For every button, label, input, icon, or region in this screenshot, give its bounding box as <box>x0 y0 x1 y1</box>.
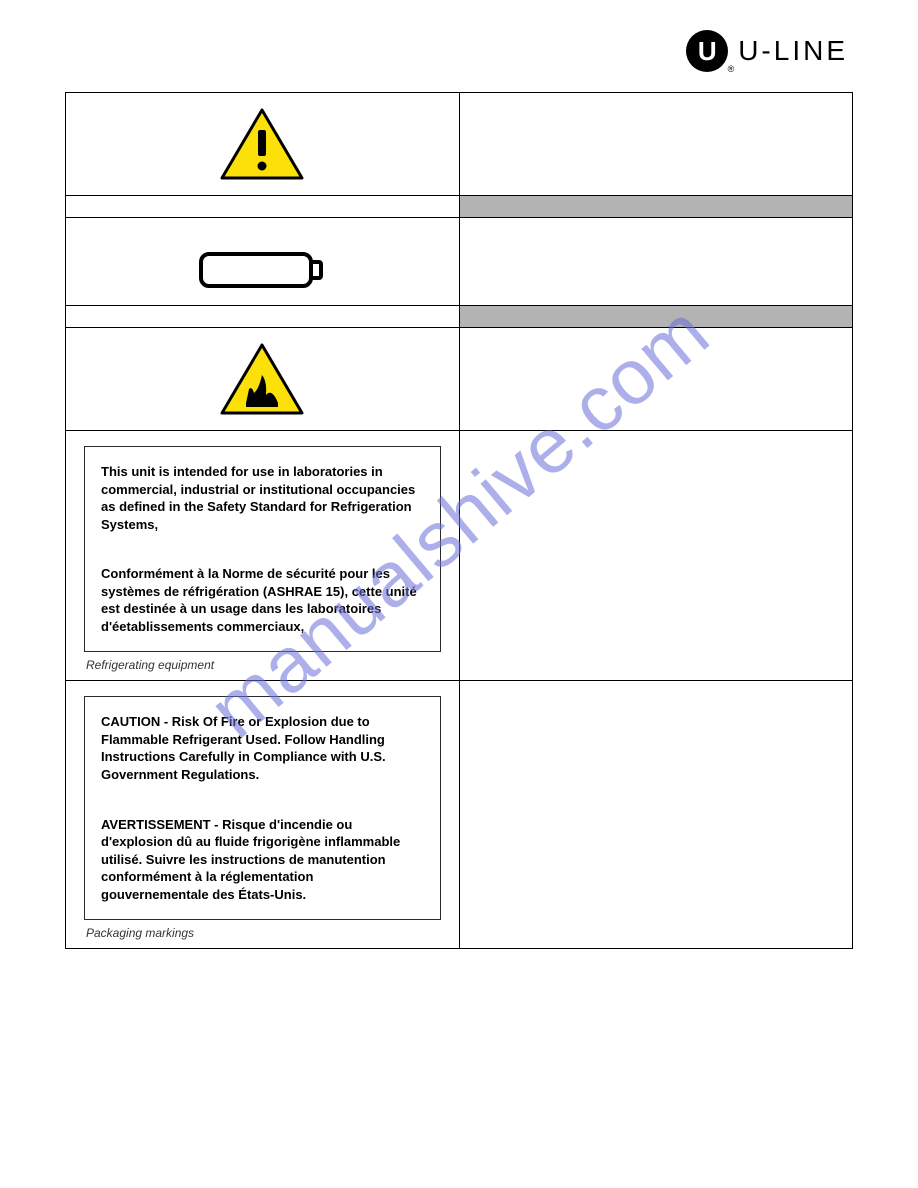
page-header: U U-LINE <box>65 30 853 72</box>
refrigerating-right-cell <box>459 431 853 681</box>
packaging-right-cell <box>459 681 853 949</box>
symbols-table: This unit is intended for use in laborat… <box>65 92 853 949</box>
brand-logo: U U-LINE <box>686 30 848 72</box>
refrigerating-row: This unit is intended for use in laborat… <box>66 431 853 681</box>
refrig-caption: Refrigerating equipment <box>86 658 441 672</box>
battery-icon <box>197 248 327 297</box>
refrig-text-fr: Conformément à la Norme de sécurité pour… <box>101 565 424 635</box>
battery-icon-cell <box>66 218 460 306</box>
warning-icon-cell <box>66 93 460 196</box>
fire-desc-cell <box>459 328 853 431</box>
warning-desc-cell <box>459 93 853 196</box>
refrig-text-en: This unit is intended for use in laborat… <box>101 463 424 533</box>
packaging-text-fr: AVERTISSEMENT - Risque d'incendie ou d'e… <box>101 816 424 904</box>
packaging-row: CAUTION - Risk Of Fire or Explosion due … <box>66 681 853 949</box>
separator-row-1 <box>66 196 853 218</box>
refrigerating-equipment-box: This unit is intended for use in laborat… <box>84 446 441 652</box>
packaging-markings-box: CAUTION - Risk Of Fire or Explosion due … <box>84 696 441 920</box>
brand-logo-icon: U <box>686 30 728 72</box>
packaging-caption: Packaging markings <box>86 926 441 940</box>
separator-row-2 <box>66 306 853 328</box>
warning-triangle-icon <box>218 106 306 187</box>
packaging-text-en: CAUTION - Risk Of Fire or Explosion due … <box>101 713 424 783</box>
fire-triangle-icon <box>218 341 306 422</box>
fire-icon-cell <box>66 328 460 431</box>
battery-desc-cell <box>459 218 853 306</box>
brand-logo-letter: U <box>698 36 717 67</box>
brand-name: U-LINE <box>738 35 848 67</box>
